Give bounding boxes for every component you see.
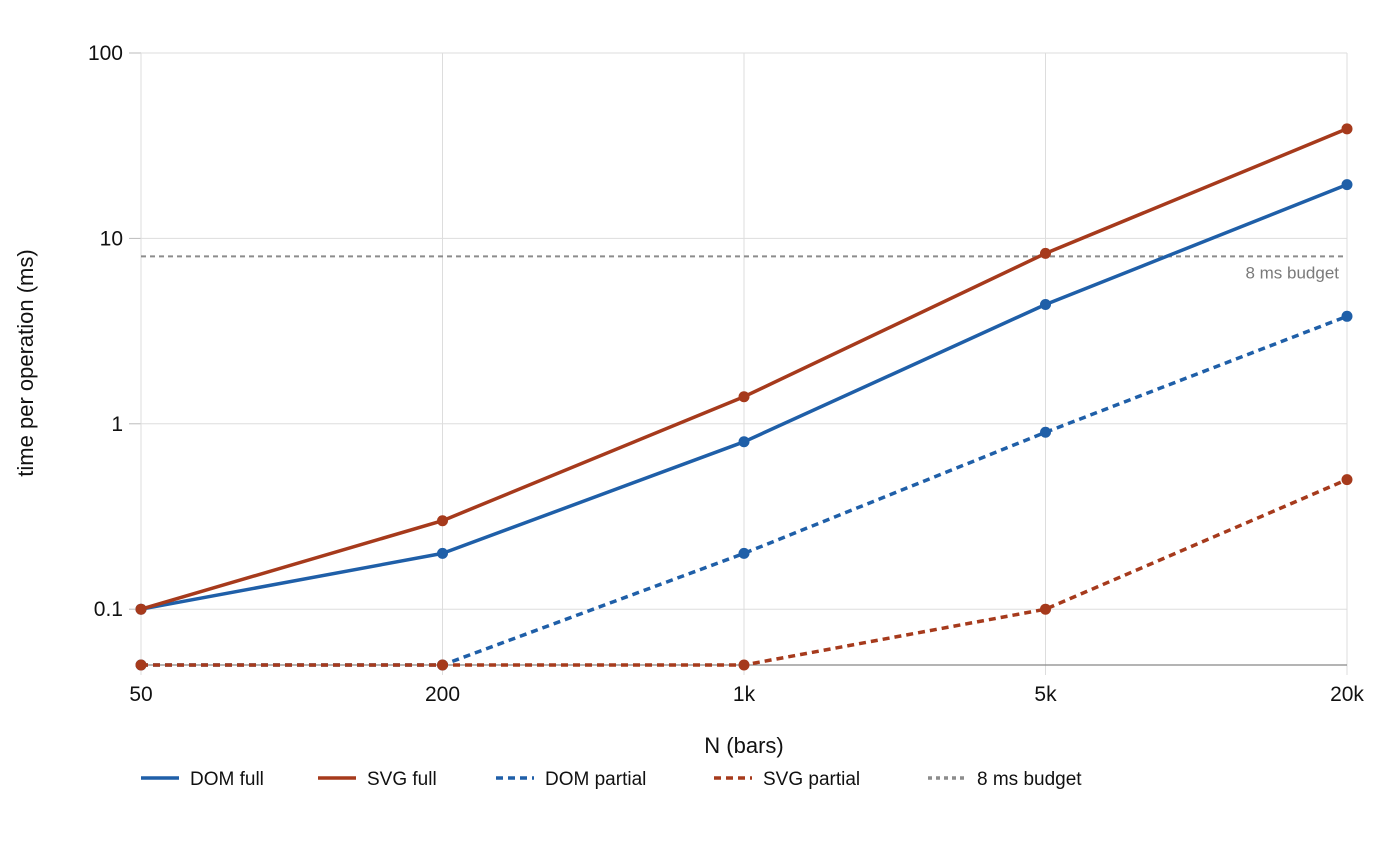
data-point[interactable]	[1341, 474, 1353, 486]
grid-lines	[129, 52, 1348, 675]
data-point[interactable]	[135, 603, 147, 615]
legend-item: SVG full	[318, 769, 437, 790]
x-tick-label: 5k	[1034, 683, 1057, 706]
legend-label: DOM partial	[545, 769, 646, 790]
data-point[interactable]	[1341, 310, 1353, 322]
data-point[interactable]	[738, 659, 750, 671]
x-tick-label: 200	[425, 683, 460, 706]
data-point[interactable]	[738, 436, 750, 448]
legend-item: SVG partial	[714, 769, 860, 790]
legend-item: DOM partial	[496, 769, 646, 790]
legend-label: DOM full	[190, 769, 264, 790]
data-point[interactable]	[738, 391, 750, 403]
series-svg-partial	[135, 474, 1353, 671]
legend-label: 8 ms budget	[977, 769, 1082, 790]
tick-labels: 0.1 1 10 100 50 200 1k 5k 20k	[88, 42, 1364, 706]
legend-label: SVG partial	[763, 769, 860, 790]
legend-label: SVG full	[367, 769, 437, 790]
x-axis-title: N (bars)	[704, 733, 783, 758]
data-point[interactable]	[135, 659, 147, 671]
legend-item: DOM full	[141, 769, 264, 790]
data-point[interactable]	[1341, 179, 1353, 191]
data-point[interactable]	[437, 515, 448, 527]
x-tick-label: 50	[129, 683, 152, 706]
data-point[interactable]	[1341, 123, 1353, 135]
data-point[interactable]	[1040, 603, 1051, 615]
data-point[interactable]	[437, 547, 448, 559]
y-axis-title: time per operation (ms)	[13, 249, 38, 476]
data-point[interactable]	[1040, 426, 1051, 438]
legend: DOM full SVG full DOM partial SVG partial 8 …	[141, 769, 1082, 790]
data-point[interactable]	[1040, 298, 1051, 310]
series-svg-full	[135, 123, 1353, 615]
y-tick-label: 1	[111, 413, 123, 436]
legend-item: 8 ms budget	[928, 769, 1082, 790]
data-point[interactable]	[437, 659, 448, 671]
y-tick-label: 100	[88, 42, 123, 65]
x-tick-label: 1k	[733, 683, 756, 706]
y-tick-label: 0.1	[94, 598, 123, 621]
budget-reference: 8 ms budget	[141, 255, 1347, 282]
y-tick-label: 10	[100, 227, 123, 250]
data-point[interactable]	[738, 547, 750, 559]
x-tick-label: 20k	[1330, 683, 1364, 706]
budget-label: 8 ms budget	[1245, 263, 1339, 282]
data-point[interactable]	[1040, 247, 1051, 259]
series-lines	[135, 123, 1353, 671]
